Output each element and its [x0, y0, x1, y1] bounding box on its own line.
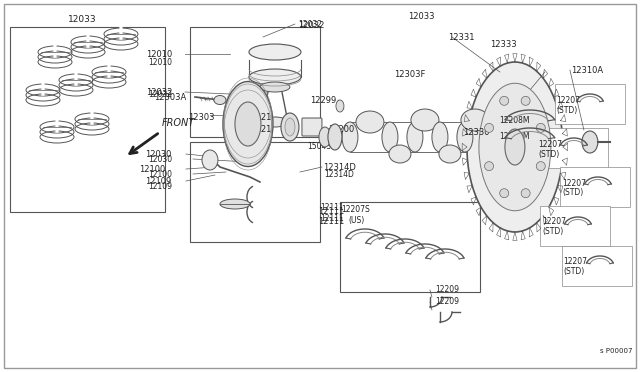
Text: 13021: 13021: [246, 125, 272, 134]
Text: 12200: 12200: [328, 125, 354, 134]
Bar: [562, 246, 632, 286]
Text: 12032: 12032: [145, 87, 172, 96]
Ellipse shape: [582, 131, 598, 153]
Text: 12100: 12100: [148, 170, 172, 179]
Text: 12030: 12030: [145, 150, 171, 158]
Ellipse shape: [319, 127, 331, 147]
Bar: [340, 202, 480, 292]
Ellipse shape: [482, 122, 498, 152]
Text: 12333: 12333: [490, 39, 516, 48]
Ellipse shape: [220, 199, 250, 209]
Text: 12314D: 12314D: [324, 170, 354, 179]
Ellipse shape: [356, 111, 384, 133]
Text: 12330: 12330: [463, 128, 490, 137]
Text: (STD): (STD): [542, 228, 563, 237]
Text: 12111: 12111: [318, 208, 344, 217]
Ellipse shape: [214, 96, 226, 105]
Text: 12033: 12033: [68, 15, 97, 23]
Text: (STD): (STD): [562, 189, 583, 198]
Text: FRONT: FRONT: [162, 118, 195, 128]
Bar: [555, 84, 625, 124]
Ellipse shape: [521, 189, 530, 198]
Text: 12299: 12299: [310, 96, 336, 105]
Ellipse shape: [536, 124, 545, 132]
Ellipse shape: [249, 69, 301, 85]
Text: 12207: 12207: [556, 96, 580, 105]
Text: 12010: 12010: [146, 49, 172, 58]
Text: 12109: 12109: [145, 176, 171, 186]
Text: 12209: 12209: [435, 285, 459, 295]
Ellipse shape: [285, 118, 295, 136]
Text: 12303F: 12303F: [394, 70, 426, 78]
FancyBboxPatch shape: [302, 118, 322, 136]
Bar: [190, 27, 320, 137]
Bar: [540, 206, 610, 246]
Ellipse shape: [500, 189, 509, 198]
Text: 12207: 12207: [562, 179, 586, 187]
Text: (STD): (STD): [556, 106, 577, 115]
Ellipse shape: [500, 96, 509, 105]
Ellipse shape: [389, 145, 411, 163]
Ellipse shape: [461, 109, 489, 131]
Text: 13021: 13021: [246, 112, 272, 122]
Text: 12331: 12331: [448, 32, 474, 42]
Text: 12303: 12303: [188, 112, 215, 122]
Text: (STD): (STD): [563, 267, 584, 276]
Text: 12207: 12207: [563, 257, 587, 266]
Ellipse shape: [432, 122, 448, 152]
Ellipse shape: [479, 83, 551, 211]
Bar: [190, 142, 320, 242]
Ellipse shape: [262, 117, 288, 127]
Ellipse shape: [521, 96, 530, 105]
Text: 12010: 12010: [148, 58, 172, 67]
Ellipse shape: [457, 122, 473, 152]
Ellipse shape: [484, 124, 493, 132]
Text: (STD): (STD): [538, 150, 559, 158]
Ellipse shape: [484, 162, 493, 171]
Bar: [560, 167, 630, 207]
Text: 12109: 12109: [148, 183, 172, 192]
Text: 12209: 12209: [435, 298, 459, 307]
Bar: [538, 128, 608, 168]
Text: 12030: 12030: [148, 154, 172, 164]
Ellipse shape: [342, 122, 358, 152]
Text: 12208M: 12208M: [499, 116, 529, 125]
Ellipse shape: [202, 150, 218, 170]
Text: 12303A: 12303A: [154, 93, 186, 102]
Text: 12314D: 12314D: [323, 163, 356, 171]
Text: 12207: 12207: [542, 218, 566, 227]
Ellipse shape: [439, 145, 461, 163]
Ellipse shape: [382, 122, 398, 152]
Ellipse shape: [281, 113, 299, 141]
Bar: [10, 27, 165, 212]
Text: 12100: 12100: [139, 164, 165, 173]
Ellipse shape: [260, 82, 290, 92]
Text: 12032: 12032: [298, 20, 324, 29]
Text: 12310A: 12310A: [571, 65, 603, 74]
Text: s P00007: s P00007: [600, 348, 632, 354]
Ellipse shape: [505, 129, 525, 165]
Text: 12032: 12032: [298, 19, 322, 29]
Text: 12111: 12111: [320, 215, 344, 224]
Text: 12207S: 12207S: [341, 205, 370, 215]
Ellipse shape: [407, 122, 423, 152]
Text: 12033: 12033: [408, 12, 435, 20]
Text: 12032: 12032: [148, 90, 172, 99]
Ellipse shape: [328, 124, 342, 150]
Ellipse shape: [411, 109, 439, 131]
Text: 12208M: 12208M: [499, 132, 529, 141]
Text: 12207: 12207: [538, 140, 562, 148]
Text: 12111: 12111: [320, 203, 344, 212]
Ellipse shape: [223, 81, 273, 167]
Ellipse shape: [336, 100, 344, 112]
Text: 12111: 12111: [318, 218, 344, 227]
Ellipse shape: [467, 62, 563, 232]
Text: 15043E: 15043E: [307, 141, 336, 151]
Ellipse shape: [235, 102, 261, 146]
Ellipse shape: [249, 44, 301, 60]
Ellipse shape: [536, 162, 545, 171]
Text: (US): (US): [348, 217, 364, 225]
